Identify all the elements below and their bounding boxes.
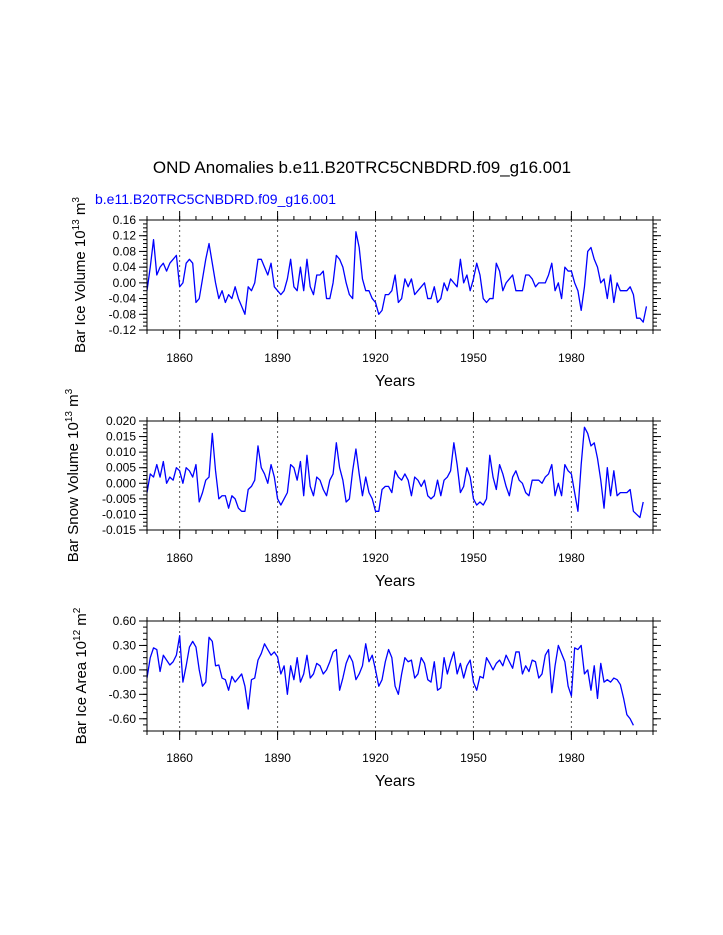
panel-3-series-line <box>146 635 634 726</box>
panel-3-ylabel-main: Bar Ice Area 10 <box>73 641 90 744</box>
panel-1-ylabel-main: Bar Ice Volume 10 <box>72 230 89 353</box>
panel-1-ytick-label: 0.00 <box>113 276 137 290</box>
panel-1-ytick-label: 0.04 <box>113 260 137 274</box>
panel-2-series-line <box>146 426 644 519</box>
panel-1-series-line <box>146 231 648 323</box>
panel-1-ytick-label: 0.16 <box>113 213 137 227</box>
panel-3-xlabel: Years <box>375 773 415 790</box>
panel-3-xtick-label: 1950 <box>460 751 487 765</box>
panel-2-xtick-label: 1890 <box>264 551 291 565</box>
panel-1-ytick-label: 0.08 <box>113 244 137 258</box>
panel-2-ytick-label: -0.005 <box>102 492 136 506</box>
panel-1-xtick-label: 1860 <box>166 351 193 365</box>
panel-1-xtick-label: 1920 <box>362 351 389 365</box>
panel-3: -0.60 -0.30 0.00 0.30 0.60 1860 1890 1920 1950 19… <box>72 607 661 790</box>
panel-2-ytick-label: 0.015 <box>106 430 136 444</box>
panel-1-ytick-label: -0.04 <box>109 292 137 306</box>
panel-2-xtick-label: 1920 <box>362 551 389 565</box>
panel-3-ytick-label: 0.00 <box>113 663 137 677</box>
panel-2-ytick-label: 0.005 <box>106 461 136 475</box>
chart-title: OND Anomalies b.e11.B20TRC5CNBDRD.f09_g1… <box>153 158 571 177</box>
panel-2-xtick-label: 1950 <box>460 551 487 565</box>
panel-2-ylabel-unit-exponent: 3 <box>64 388 75 394</box>
panel-1-ytick-label: -0.12 <box>109 323 137 337</box>
panel-3-ytick-label: -0.30 <box>109 687 137 701</box>
panel-2-ytick-label: 0.020 <box>106 414 136 428</box>
panel-1: -0.12 -0.08-0.04 0.00 0.04 0.080.12 0.16 1860 1… <box>71 197 661 390</box>
panel-1-ylabel-exponent: 13 <box>71 219 82 231</box>
panel-3-ylabel-unit: m <box>73 613 90 630</box>
panel-3-frame <box>146 620 654 732</box>
panel-2-frame <box>146 420 654 531</box>
panel-1-ytick-label: -0.08 <box>109 307 137 321</box>
panel-2-ytick-label: -0.010 <box>102 507 136 521</box>
panel-2-ytick-label: 0.000 <box>106 476 136 490</box>
panel-3-xtick-label: 1890 <box>264 751 291 765</box>
panel-2-ylabel-exponent: 13 <box>64 411 75 423</box>
panel-1-ylabel: Bar Ice Volume 1013 m3 <box>71 197 89 353</box>
panel-3-ytick-label: 0.60 <box>113 614 137 628</box>
panel-1-xtick-label: 1980 <box>558 351 585 365</box>
panel-1-ytick-label: 0.12 <box>113 229 137 243</box>
panel-2-ytick-label: 0.010 <box>106 445 136 459</box>
panel-1-ylabel-unit-exponent: 3 <box>71 197 82 203</box>
panel-2-ylabel-unit: m <box>65 394 82 411</box>
panel-2-ytick-label: -0.015 <box>102 523 136 537</box>
panel-1-xtick-label: 1890 <box>264 351 291 365</box>
panel-2-xtick-label: 1980 <box>558 551 585 565</box>
panel-2-ylabel: Bar Snow Volume 1013 m3 <box>64 388 82 562</box>
panel-1-xtick-label: 1950 <box>460 351 487 365</box>
panel-2-xlabel: Years <box>375 573 415 590</box>
panel-3-ylabel-unit-exponent: 2 <box>72 607 83 613</box>
chart-panels: -0.12 -0.08-0.04 0.00 0.04 0.080.12 0.16 1860 1… <box>64 197 661 790</box>
panel-3-ytick-label: -0.60 <box>109 712 137 726</box>
panel-3-ylabel: Bar Ice Area 1012 m2 <box>72 607 90 744</box>
panel-1-xlabel: Years <box>375 373 415 390</box>
panel-3-ylabel-exponent: 12 <box>72 629 83 641</box>
panel-1-ylabel-unit: m <box>72 203 89 220</box>
panel-3-xtick-label: 1860 <box>166 751 193 765</box>
chart-subtitle: b.e11.B20TRC5CNBDRD.f09_g16.001 <box>95 191 336 207</box>
panel-3-xtick-label: 1920 <box>362 751 389 765</box>
panel-3-ytick-label: 0.30 <box>113 638 137 652</box>
panel-1-frame <box>146 219 654 331</box>
panel-3-xtick-label: 1980 <box>558 751 585 765</box>
panel-2-xtick-label: 1860 <box>166 551 193 565</box>
panel-2-ylabel-main: Bar Snow Volume 10 <box>65 422 82 562</box>
